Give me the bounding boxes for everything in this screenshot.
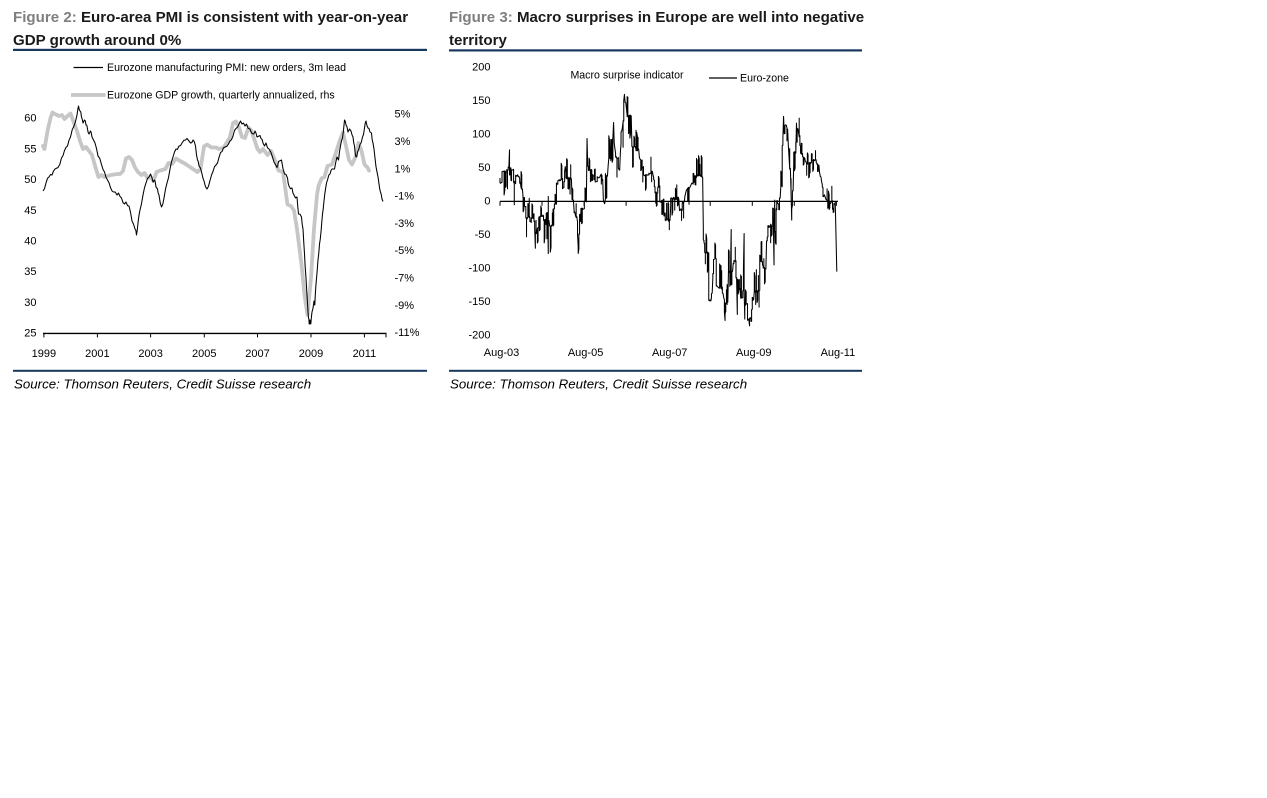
svg-text:-100: -100 [468,262,490,274]
svg-text:1999: 1999 [32,348,56,360]
svg-text:50: 50 [24,174,36,186]
svg-text:60: 60 [24,113,36,125]
svg-text:-9%: -9% [395,300,415,312]
svg-text:-1%: -1% [395,191,415,203]
svg-text:100: 100 [472,129,490,141]
svg-text:40: 40 [24,236,36,248]
svg-text:-7%: -7% [395,273,415,285]
svg-text:2007: 2007 [245,348,269,360]
svg-text:Eurozone manufacturing PMI: ne: Eurozone manufacturing PMI: new orders, … [107,62,346,74]
svg-text:-200: -200 [468,329,490,341]
svg-text:2009: 2009 [299,348,323,360]
svg-text:2011: 2011 [353,348,377,360]
svg-text:5%: 5% [395,109,411,121]
svg-text:55: 55 [24,143,36,155]
svg-text:50: 50 [478,162,490,174]
svg-text:Aug-05: Aug-05 [568,347,603,359]
svg-text:-5%: -5% [395,245,415,257]
svg-text:Eurozone GDP growth, quarterly: Eurozone GDP growth, quarterly annualize… [107,90,335,102]
svg-text:-11%: -11% [395,327,420,339]
svg-text:territory: territory [449,32,507,49]
svg-text:-50: -50 [475,229,491,241]
svg-text:2003: 2003 [138,348,162,360]
svg-text:Source: Thomson Reuters, Credi: Source: Thomson Reuters, Credit Suisse r… [450,377,747,392]
svg-text:Aug-07: Aug-07 [652,347,687,359]
svg-text:45: 45 [24,205,36,217]
svg-text:35: 35 [24,266,36,278]
svg-text:150: 150 [472,95,490,107]
svg-text:1%: 1% [395,163,411,175]
svg-text:2005: 2005 [192,348,216,360]
svg-text:Source: Thomson Reuters, Credi: Source: Thomson Reuters, Credit Suisse r… [14,377,311,392]
svg-text:Aug-09: Aug-09 [736,347,771,359]
svg-text:0: 0 [484,196,490,208]
svg-text:Aug-11: Aug-11 [821,347,856,359]
svg-text:Figure 3: Macro surprises in E: Figure 3: Macro surprises in Europe are … [449,9,864,26]
svg-text:Figure 2: Euro-area PMI is con: Figure 2: Euro-area PMI is consistent wi… [13,9,408,26]
svg-text:Euro-zone: Euro-zone [740,73,789,85]
svg-text:Aug-03: Aug-03 [484,347,519,359]
svg-text:-150: -150 [468,296,490,308]
svg-text:-3%: -3% [395,218,415,230]
svg-text:30: 30 [24,297,36,309]
svg-text:GDP growth around 0%: GDP growth around 0% [13,32,182,49]
svg-text:3%: 3% [395,136,411,148]
svg-text:25: 25 [24,328,36,340]
svg-text:200: 200 [472,62,490,74]
svg-text:2001: 2001 [85,348,109,360]
svg-text:Macro surprise indicator: Macro surprise indicator [570,70,684,82]
